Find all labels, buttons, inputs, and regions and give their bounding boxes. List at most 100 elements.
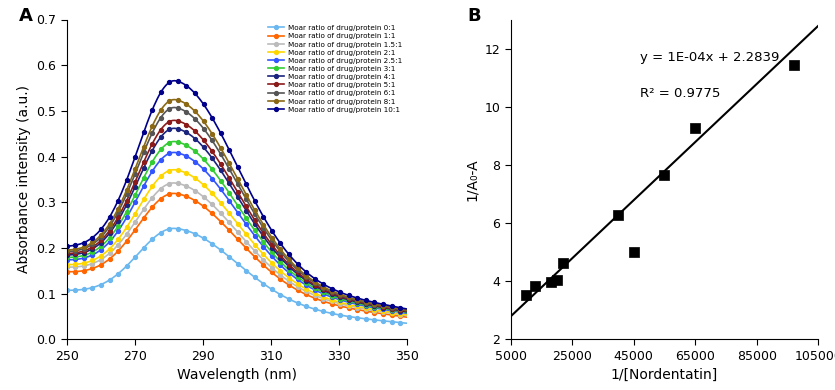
Line: Moar ratio of drug/protein 2:1: Moar ratio of drug/protein 2:1	[65, 168, 409, 317]
Moar ratio of drug/protein 1:1	[83, 268, 93, 272]
Moar ratio of drug/protein 2.5:1	[75, 257, 85, 261]
Moar ratio of drug/protein 6:1	[402, 308, 412, 313]
Moar ratio of drug/protein 2:1	[62, 262, 72, 267]
Moar ratio of drug/protein 10:1	[62, 244, 72, 248]
Moar ratio of drug/protein 1.5:1	[152, 190, 162, 194]
Moar ratio of drug/protein 4:1	[375, 305, 385, 309]
Moar ratio of drug/protein 2.5:1	[125, 209, 135, 214]
Moar ratio of drug/protein 4:1	[75, 251, 85, 256]
Moar ratio of drug/protein 10:1	[83, 239, 93, 243]
Moar ratio of drug/protein 4:1	[170, 126, 180, 131]
Moar ratio of drug/protein 3:1	[125, 203, 135, 207]
Moar ratio of drug/protein 3:1	[75, 254, 85, 259]
Moar ratio of drug/protein 5:1	[75, 250, 85, 254]
Moar ratio of drug/protein 2.5:1	[170, 150, 180, 155]
Moar ratio of drug/protein 1:1	[387, 313, 397, 317]
Moar ratio of drug/protein 10:1	[375, 301, 385, 306]
Moar ratio of drug/protein 1:1	[152, 199, 162, 204]
X-axis label: 1/[Nordentatin]: 1/[Nordentatin]	[611, 368, 718, 382]
Moar ratio of drug/protein 10:1	[75, 241, 85, 246]
Moar ratio of drug/protein 6:1	[125, 184, 135, 188]
Y-axis label: Absorbance intensity (a.u.): Absorbance intensity (a.u.)	[17, 85, 31, 273]
Text: R² = 0.9775: R² = 0.9775	[640, 87, 721, 100]
Moar ratio of drug/protein 5:1	[152, 132, 162, 137]
Moar ratio of drug/protein 5:1	[62, 251, 72, 256]
Moar ratio of drug/protein 4:1	[387, 307, 397, 312]
Text: B: B	[468, 7, 481, 25]
Moar ratio of drug/protein 2:1	[375, 308, 385, 313]
Moar ratio of drug/protein 2.5:1	[152, 161, 162, 166]
Point	[611, 212, 625, 218]
Text: A: A	[19, 7, 33, 25]
Moar ratio of drug/protein 3:1	[375, 305, 385, 310]
Moar ratio of drug/protein 3:1	[402, 310, 412, 315]
Moar ratio of drug/protein 0:1	[387, 319, 397, 324]
Moar ratio of drug/protein 5:1	[375, 304, 385, 309]
Moar ratio of drug/protein 1.5:1	[375, 309, 385, 314]
Moar ratio of drug/protein 4:1	[152, 140, 162, 144]
Moar ratio of drug/protein 2.5:1	[402, 311, 412, 316]
Moar ratio of drug/protein 1.5:1	[387, 311, 397, 316]
Moar ratio of drug/protein 1:1	[375, 311, 385, 316]
Point	[627, 248, 640, 255]
Moar ratio of drug/protein 2.5:1	[387, 308, 397, 313]
Moar ratio of drug/protein 6:1	[83, 245, 93, 250]
Moar ratio of drug/protein 3:1	[152, 152, 162, 156]
Moar ratio of drug/protein 1.5:1	[75, 264, 85, 269]
Moar ratio of drug/protein 1:1	[75, 269, 85, 273]
Moar ratio of drug/protein 8:1	[152, 113, 162, 118]
Moar ratio of drug/protein 2:1	[402, 312, 412, 317]
Moar ratio of drug/protein 6:1	[170, 105, 180, 110]
Line: Moar ratio of drug/protein 4:1: Moar ratio of drug/protein 4:1	[65, 126, 409, 314]
Moar ratio of drug/protein 8:1	[170, 97, 180, 102]
Moar ratio of drug/protein 5:1	[387, 306, 397, 311]
Moar ratio of drug/protein 1:1	[125, 234, 135, 239]
Moar ratio of drug/protein 1.5:1	[125, 227, 135, 232]
Line: Moar ratio of drug/protein 3:1: Moar ratio of drug/protein 3:1	[65, 140, 409, 314]
Moar ratio of drug/protein 2:1	[387, 310, 397, 315]
X-axis label: Wavelength (nm): Wavelength (nm)	[177, 368, 297, 382]
Moar ratio of drug/protein 1.5:1	[170, 181, 180, 185]
Moar ratio of drug/protein 1.5:1	[402, 313, 412, 318]
Point	[787, 62, 801, 68]
Moar ratio of drug/protein 0:1	[83, 286, 93, 291]
Moar ratio of drug/protein 4:1	[62, 253, 72, 257]
Line: Moar ratio of drug/protein 5:1: Moar ratio of drug/protein 5:1	[65, 119, 409, 313]
Text: y = 1E-04x + 2.2839: y = 1E-04x + 2.2839	[640, 51, 779, 64]
Moar ratio of drug/protein 3:1	[62, 255, 72, 260]
Moar ratio of drug/protein 10:1	[387, 304, 397, 308]
Moar ratio of drug/protein 0:1	[402, 321, 412, 326]
Moar ratio of drug/protein 2:1	[152, 177, 162, 182]
Moar ratio of drug/protein 6:1	[152, 121, 162, 125]
Point	[556, 260, 569, 266]
Line: Moar ratio of drug/protein 0:1: Moar ratio of drug/protein 0:1	[65, 227, 409, 325]
Point	[689, 124, 702, 131]
Moar ratio of drug/protein 0:1	[152, 232, 162, 237]
Moar ratio of drug/protein 0:1	[375, 318, 385, 323]
Legend: Moar ratio of drug/protein 0:1, Moar ratio of drug/protein 1:1, Moar ratio of dr: Moar ratio of drug/protein 0:1, Moar rat…	[266, 23, 403, 114]
Moar ratio of drug/protein 6:1	[375, 303, 385, 308]
Moar ratio of drug/protein 4:1	[402, 309, 412, 314]
Moar ratio of drug/protein 0:1	[170, 226, 180, 231]
Moar ratio of drug/protein 5:1	[125, 191, 135, 195]
Point	[529, 283, 542, 289]
Moar ratio of drug/protein 1.5:1	[62, 265, 72, 269]
Moar ratio of drug/protein 2.5:1	[62, 257, 72, 262]
Moar ratio of drug/protein 1:1	[170, 191, 180, 196]
Moar ratio of drug/protein 6:1	[75, 247, 85, 252]
Y-axis label: 1/A₀-A: 1/A₀-A	[465, 158, 478, 201]
Moar ratio of drug/protein 5:1	[170, 118, 180, 123]
Moar ratio of drug/protein 3:1	[170, 139, 180, 144]
Moar ratio of drug/protein 2.5:1	[83, 255, 93, 259]
Moar ratio of drug/protein 0:1	[75, 287, 85, 292]
Moar ratio of drug/protein 4:1	[83, 249, 93, 254]
Moar ratio of drug/protein 1:1	[62, 269, 72, 274]
Moar ratio of drug/protein 10:1	[402, 307, 412, 311]
Point	[550, 277, 564, 283]
Moar ratio of drug/protein 2:1	[75, 261, 85, 266]
Moar ratio of drug/protein 1.5:1	[83, 263, 93, 268]
Moar ratio of drug/protein 0:1	[62, 288, 72, 292]
Moar ratio of drug/protein 3:1	[387, 308, 397, 312]
Moar ratio of drug/protein 5:1	[83, 247, 93, 252]
Moar ratio of drug/protein 5:1	[402, 309, 412, 314]
